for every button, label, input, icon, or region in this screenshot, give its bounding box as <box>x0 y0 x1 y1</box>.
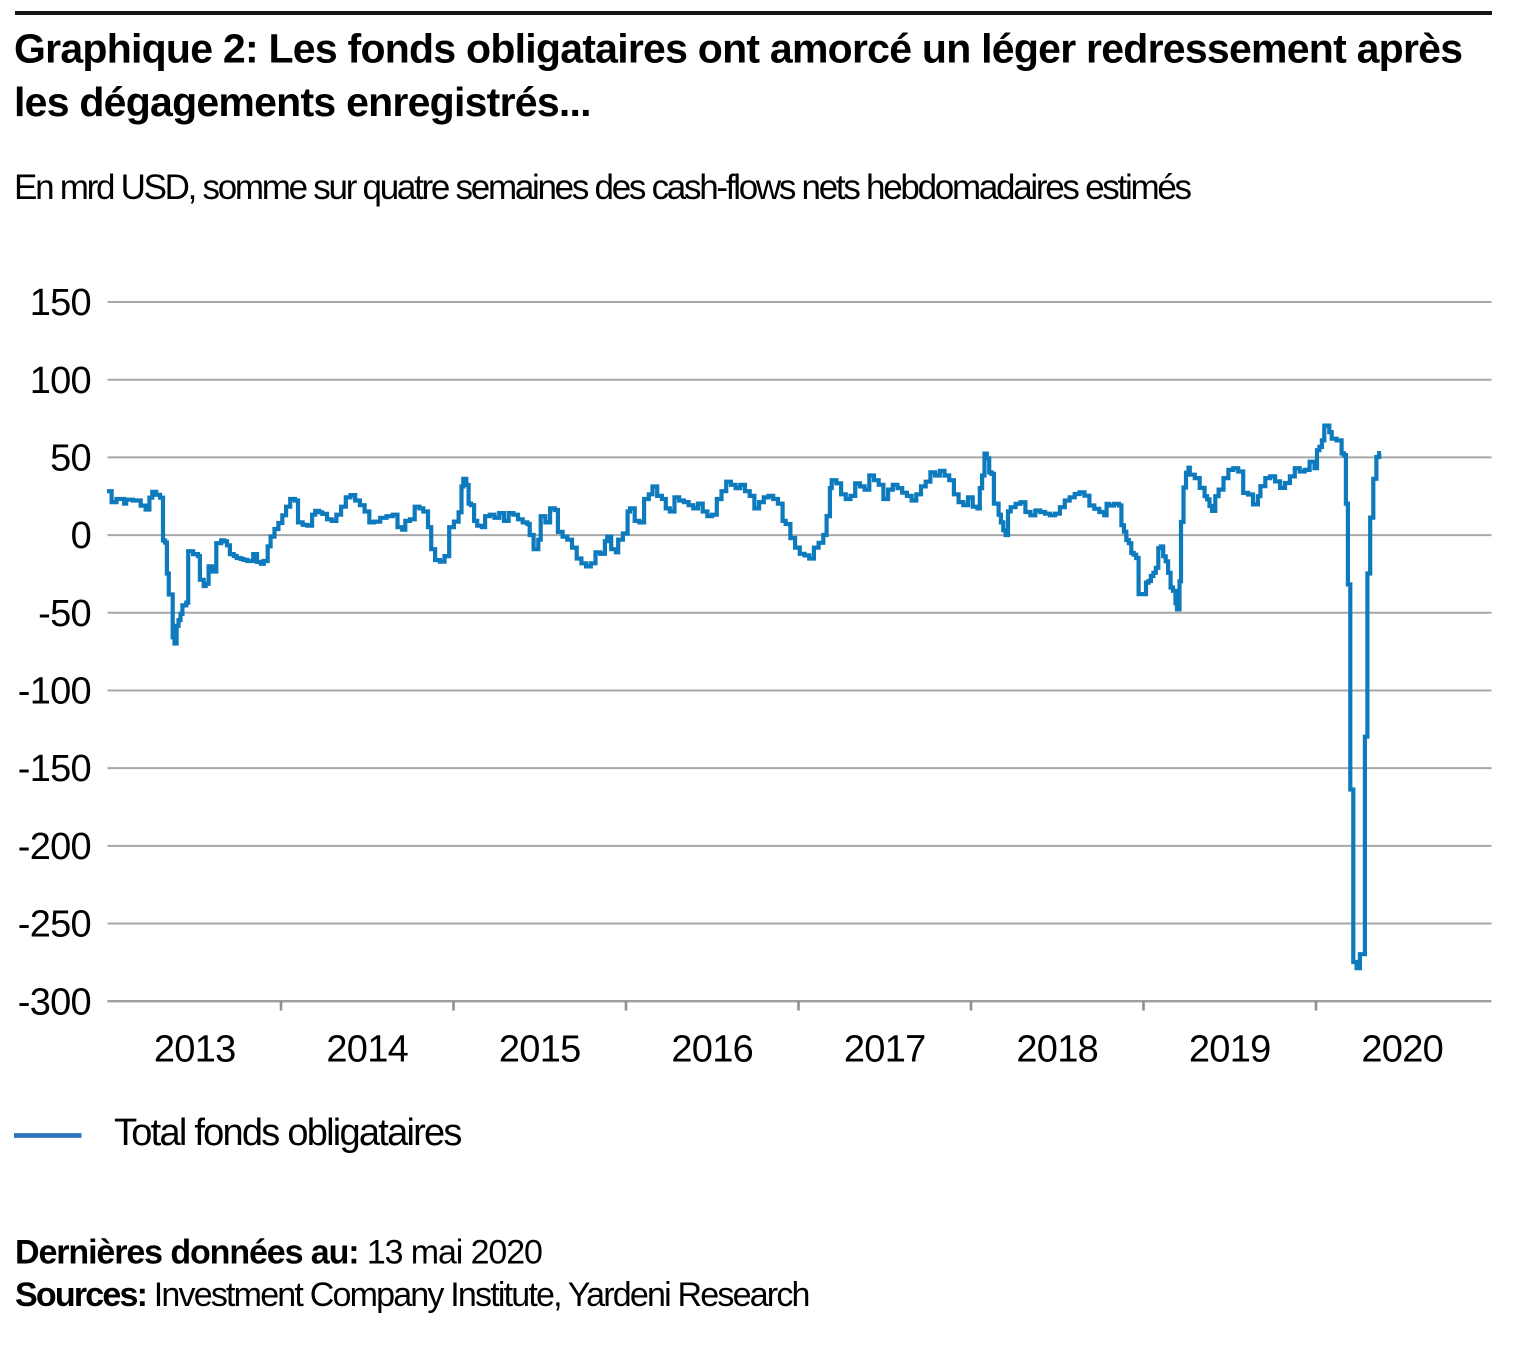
svg-text:2016: 2016 <box>671 1029 753 1071</box>
svg-text:2020: 2020 <box>1361 1029 1443 1071</box>
svg-text:Sources: Investment Company In: Sources: Investment Company Institute, Y… <box>15 1276 809 1314</box>
svg-text:0: 0 <box>71 515 91 557</box>
svg-text:50: 50 <box>50 438 91 480</box>
svg-text:-250: -250 <box>18 904 91 946</box>
svg-text:2015: 2015 <box>499 1029 581 1071</box>
svg-text:les dégagements enregistrés...: les dégagements enregistrés... <box>14 79 591 125</box>
svg-text:2018: 2018 <box>1016 1029 1098 1071</box>
svg-text:100: 100 <box>30 360 91 402</box>
svg-text:-50: -50 <box>38 593 91 635</box>
svg-text:2017: 2017 <box>844 1029 926 1071</box>
svg-text:-150: -150 <box>18 748 91 790</box>
svg-text:Graphique 2: Les fonds obligat: Graphique 2: Les fonds obligataires ont … <box>14 26 1462 72</box>
svg-text:-100: -100 <box>18 671 91 713</box>
svg-text:2019: 2019 <box>1189 1029 1271 1071</box>
svg-text:Dernières données au: 13 mai 2: Dernières données au: 13 mai 2020 <box>15 1234 542 1272</box>
svg-text:En mrd USD, somme sur quatre s: En mrd USD, somme sur quatre semaines de… <box>14 168 1192 207</box>
svg-text:2013: 2013 <box>154 1029 236 1071</box>
svg-text:2014: 2014 <box>326 1029 408 1071</box>
svg-text:150: 150 <box>30 282 91 324</box>
svg-text:-300: -300 <box>18 981 91 1023</box>
svg-text:-200: -200 <box>18 826 91 868</box>
svg-text:Total fonds obligataires: Total fonds obligataires <box>114 1112 461 1154</box>
